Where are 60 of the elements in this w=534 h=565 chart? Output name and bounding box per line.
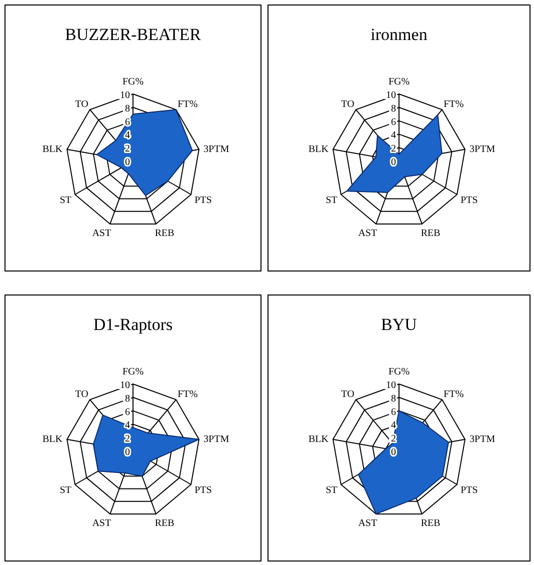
y-tick-label: 4	[125, 130, 130, 142]
spoke-label: TO	[75, 389, 88, 400]
spoke-label: ST	[326, 484, 338, 496]
y-tick-label: 8	[125, 103, 130, 114]
spoke-label: REB	[154, 228, 175, 240]
spoke-label: BLK	[308, 434, 330, 445]
spoke-label: FG%	[122, 76, 144, 88]
y-tick-label: 10	[120, 380, 130, 391]
y-tick-label: 0	[125, 447, 130, 458]
y-tick-label: 0	[125, 157, 130, 168]
spoke-label: PTS	[194, 194, 212, 206]
y-tick-label: 10	[386, 380, 396, 391]
spoke-label: PTS	[460, 484, 478, 496]
spoke-label: BLK	[42, 434, 64, 445]
chart-title: ironmen	[370, 25, 428, 44]
spoke-label: 3PTM	[204, 434, 230, 445]
spoke-label: 3PTM	[204, 144, 230, 155]
y-tick-label: 6	[391, 406, 396, 418]
spoke-label: FT%	[444, 99, 464, 110]
y-tick-label: 4	[391, 420, 396, 432]
spoke-label: PTS	[460, 194, 478, 206]
spoke-label: ST	[326, 194, 338, 206]
spoke-label: REB	[420, 228, 441, 240]
spoke-label: AST	[92, 518, 112, 530]
spoke-label: FG%	[388, 76, 410, 88]
spoke-label: PTS	[194, 484, 212, 496]
y-tick-label: 10	[120, 90, 130, 101]
spoke-label: 3PTM	[470, 434, 496, 445]
spoke-label: FT%	[178, 99, 198, 110]
spoke-label: ST	[60, 484, 72, 496]
spoke-label: AST	[358, 518, 378, 530]
spoke-label: ST	[60, 194, 72, 206]
y-tick-label: 0	[391, 447, 396, 458]
y-tick-label: 8	[391, 393, 396, 404]
spoke-label: TO	[75, 99, 88, 110]
y-tick-label: 8	[391, 103, 396, 114]
spoke-label: 3PTM	[470, 144, 496, 155]
spoke-label: AST	[92, 228, 112, 240]
y-tick-label: 6	[391, 116, 396, 128]
spoke-label: TO	[341, 99, 354, 110]
y-tick-label: 6	[125, 406, 130, 418]
spoke-label: REB	[420, 518, 441, 530]
chart-title: BUZZER-BEATER	[65, 25, 202, 44]
y-tick-label: 10	[386, 90, 396, 101]
chart-title: D1-Raptors	[93, 315, 173, 334]
spoke-label: FT%	[444, 389, 464, 400]
spoke-label: FG%	[388, 366, 410, 378]
y-tick-label: 8	[125, 393, 130, 404]
spoke-label: AST	[358, 228, 378, 240]
spoke-label: FT%	[178, 389, 198, 400]
chart-title: BYU	[381, 315, 417, 334]
spoke-label: REB	[154, 518, 175, 530]
y-tick-label: 2	[125, 434, 130, 445]
y-tick-label: 2	[125, 144, 130, 155]
y-tick-label: 0	[391, 157, 396, 168]
spoke-label: FG%	[122, 366, 144, 378]
spoke-label: BLK	[308, 144, 330, 155]
y-tick-label: 4	[391, 130, 396, 142]
spoke-label: BLK	[42, 144, 64, 155]
spoke-label: TO	[341, 389, 354, 400]
